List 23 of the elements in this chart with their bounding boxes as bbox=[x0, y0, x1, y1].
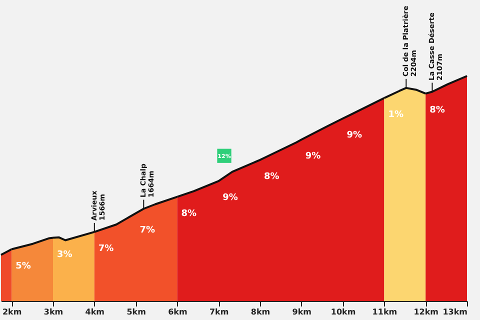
annotation: 3% bbox=[57, 250, 72, 260]
annotation: 8% bbox=[181, 208, 196, 219]
annotation: 9% bbox=[305, 152, 321, 162]
x-tick-label: 4km bbox=[85, 308, 105, 316]
x-tick-label: 8km bbox=[250, 308, 270, 316]
x-tick-label: 2km bbox=[2, 308, 22, 316]
annotation: 9% bbox=[222, 193, 238, 204]
annotation: 1% bbox=[388, 110, 404, 120]
x-tick-label: 11km bbox=[372, 308, 398, 316]
annotation: 7% bbox=[98, 244, 114, 254]
x-tick-label: 6km bbox=[168, 308, 188, 316]
annotation: 8% bbox=[264, 172, 280, 182]
x-tick-label: 10km bbox=[330, 308, 356, 316]
annotation: 9% bbox=[346, 130, 362, 141]
x-tick-label: 5km bbox=[126, 308, 146, 316]
x-tick-label: 12km bbox=[414, 308, 438, 316]
x-tick-label: 9km bbox=[292, 308, 312, 316]
annotation: 7% bbox=[140, 225, 156, 236]
x-tick-label: 7km bbox=[209, 308, 229, 316]
annotation: 8% bbox=[430, 106, 445, 116]
x-tick-label: 13km bbox=[442, 308, 468, 316]
x-tick-label: 3km bbox=[44, 308, 64, 316]
annotation: 5% bbox=[16, 261, 31, 272]
